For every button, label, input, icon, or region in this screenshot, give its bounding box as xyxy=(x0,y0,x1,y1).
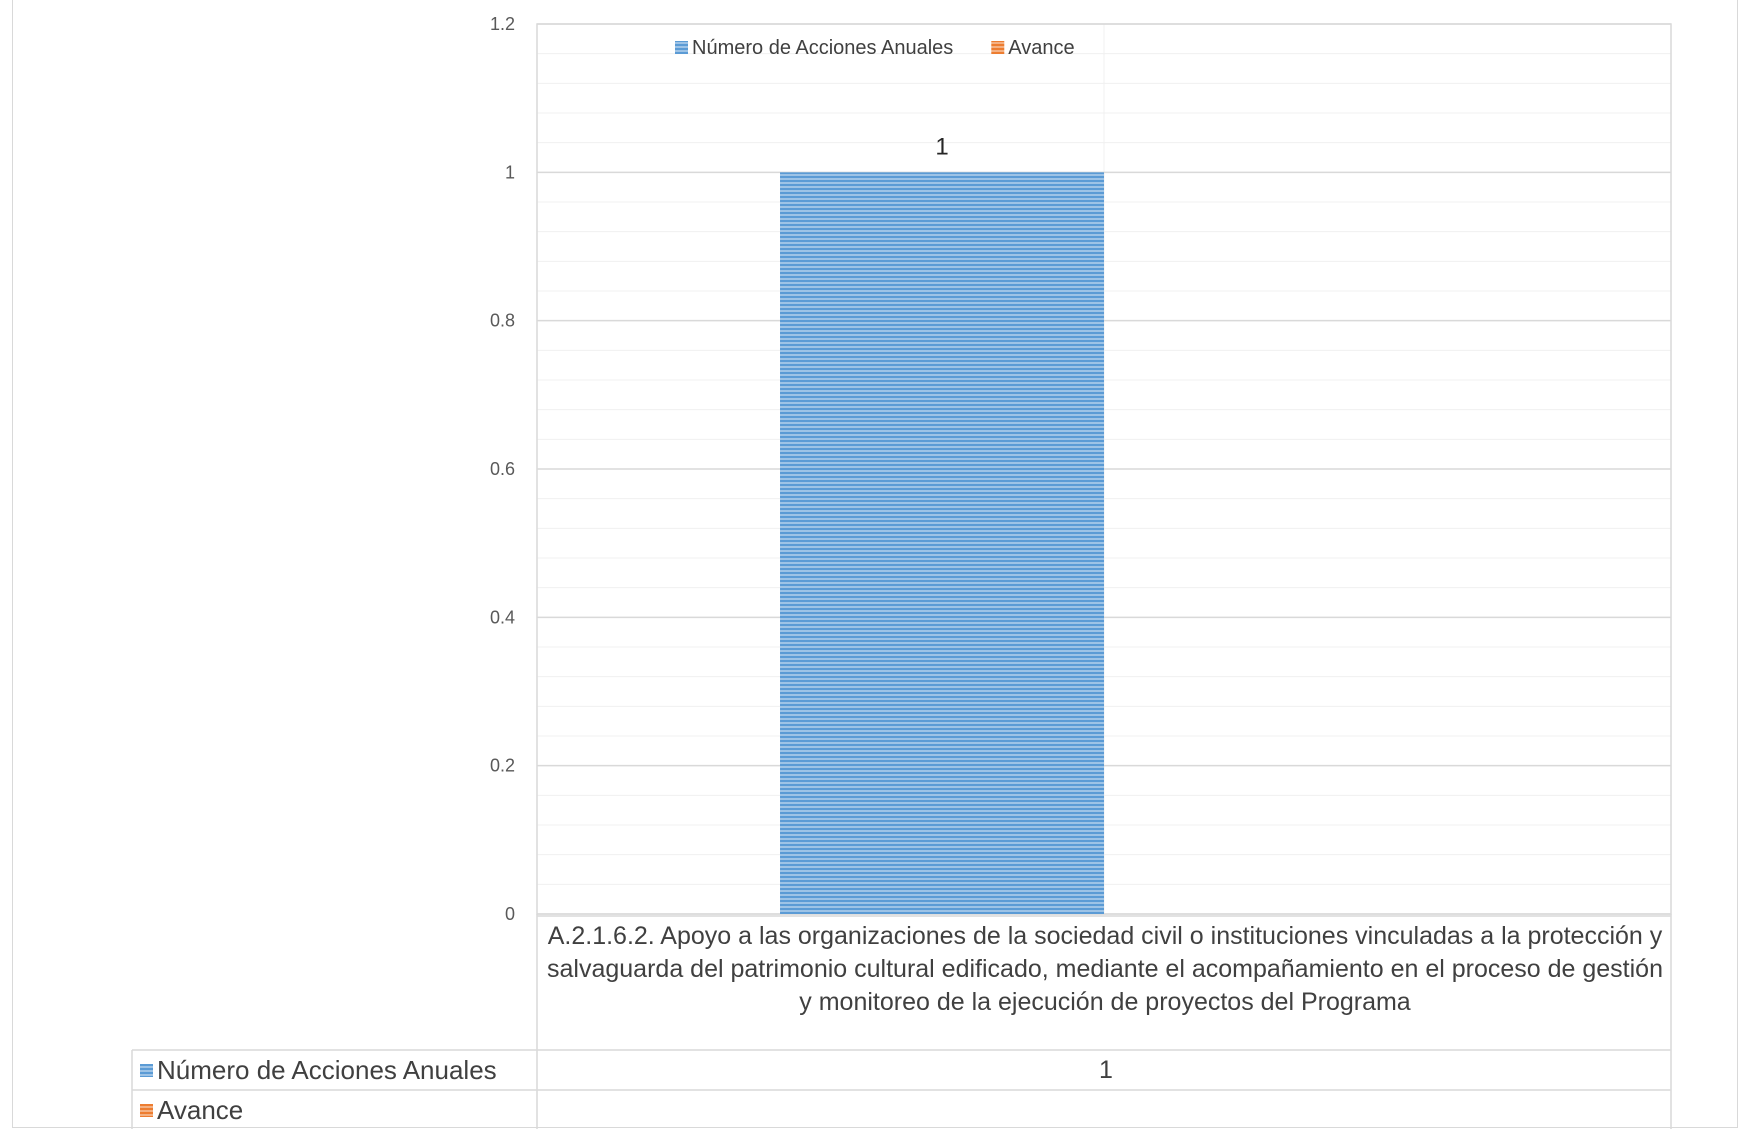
legend-entry: Número de Acciones Anuales xyxy=(692,37,953,59)
chart-frame xyxy=(12,0,1738,1128)
y-tick-label: 0.6 xyxy=(490,459,515,479)
bar-swatch-icon xyxy=(140,1103,153,1117)
bar-n-mero-de-acciones-anuales xyxy=(780,172,1104,915)
y-tick-label: 0.4 xyxy=(490,607,515,627)
data-label: 1 xyxy=(935,133,948,160)
legend: Número de Acciones Anuales Avance xyxy=(675,37,1075,59)
table-row-label-text: Número de Acciones Anuales xyxy=(157,1054,497,1085)
y-axis-tick-labels: 0 0.2 0.4 0.6 0.8 1 1.2 xyxy=(490,14,515,924)
bar-swatch-icon xyxy=(140,1063,153,1077)
legend-swatch-icon xyxy=(675,41,688,54)
table-row-label-text: Avance xyxy=(157,1094,244,1125)
data-table-grid xyxy=(131,914,1672,1129)
table-row-label-avance: Avance xyxy=(140,1091,243,1129)
data-labels: 1 xyxy=(935,133,948,160)
table-cell-avance xyxy=(540,1091,1672,1129)
table-cell-acciones: 1 xyxy=(1099,1056,1113,1084)
table-row-label-acciones: Número de Acciones Anuales xyxy=(140,1051,497,1089)
y-tick-label: 1.2 xyxy=(490,14,515,34)
category-label: A.2.1.6.2. Apoyo a las organizaciones de… xyxy=(547,922,1663,1016)
bars xyxy=(780,172,1104,915)
y-tick-label: 1 xyxy=(505,162,515,182)
y-tick-label: 0 xyxy=(505,904,515,924)
legend-entry: Avance xyxy=(1008,37,1074,59)
y-tick-label: 0.8 xyxy=(490,311,515,331)
legend-swatch-icon xyxy=(991,41,1005,54)
y-tick-label: 0.2 xyxy=(490,756,515,776)
